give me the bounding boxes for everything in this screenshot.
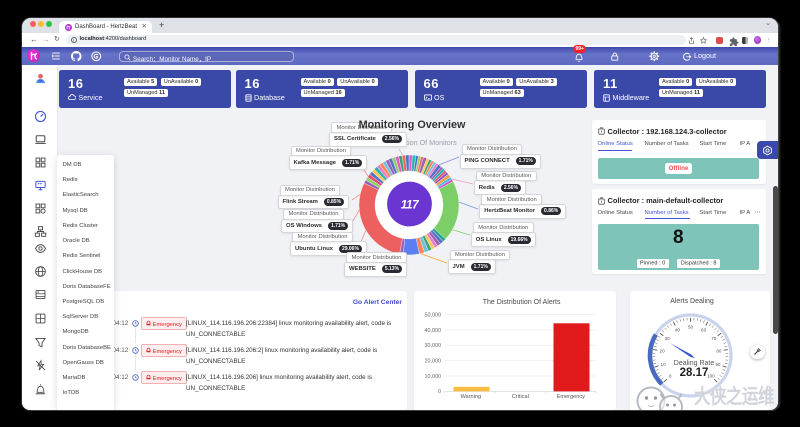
svg-text:0: 0: [438, 389, 441, 395]
svg-text:Critical: Critical: [512, 394, 529, 400]
svg-text:Emergency: Emergency: [557, 394, 585, 400]
svg-text:80: 80: [716, 349, 722, 354]
svg-text:50: 50: [688, 324, 694, 329]
svg-text:60: 60: [701, 327, 707, 332]
svg-text:10,000: 10,000: [425, 374, 442, 380]
svg-text:70: 70: [711, 336, 717, 341]
svg-text:50,000: 50,000: [425, 312, 442, 318]
svg-text:100: 100: [707, 374, 715, 379]
svg-text:10: 10: [661, 362, 667, 367]
svg-text:30,000: 30,000: [425, 343, 442, 349]
svg-text:The Distribution Of Alerts: The Distribution Of Alerts: [483, 299, 561, 306]
svg-text:0: 0: [669, 374, 672, 379]
svg-text:20: 20: [660, 349, 666, 354]
svg-text:90: 90: [715, 362, 721, 367]
svg-text:20,000: 20,000: [425, 359, 442, 365]
svg-text:117: 117: [401, 198, 420, 212]
svg-text:40: 40: [675, 327, 681, 332]
svg-text:Warning: Warning: [460, 394, 481, 400]
svg-text:40,000: 40,000: [425, 328, 442, 334]
svg-text:30: 30: [665, 336, 671, 341]
